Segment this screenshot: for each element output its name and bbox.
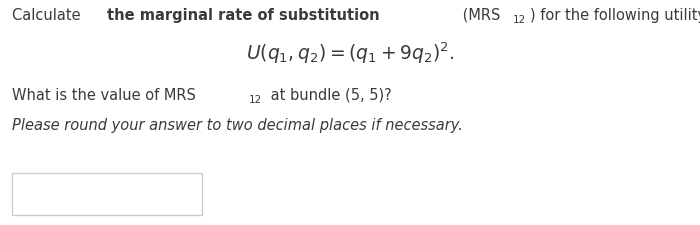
Text: Calculate: Calculate bbox=[12, 8, 85, 23]
Text: What is the value of MRS: What is the value of MRS bbox=[12, 88, 196, 103]
Text: ) for the following utility function:: ) for the following utility function: bbox=[530, 8, 700, 23]
Text: (MRS: (MRS bbox=[458, 8, 500, 23]
Text: the marginal rate of substitution: the marginal rate of substitution bbox=[106, 8, 379, 23]
Text: Please round your answer to two decimal places if necessary.: Please round your answer to two decimal … bbox=[12, 118, 463, 133]
Bar bbox=[12, 173, 202, 215]
Text: 12: 12 bbox=[513, 15, 526, 25]
Text: at bundle (5, 5)?: at bundle (5, 5)? bbox=[267, 88, 392, 103]
Text: 12: 12 bbox=[249, 95, 262, 105]
Text: $U(q_1, q_2) = (q_1 + 9q_2)^2.$: $U(q_1, q_2) = (q_1 + 9q_2)^2.$ bbox=[246, 40, 454, 66]
